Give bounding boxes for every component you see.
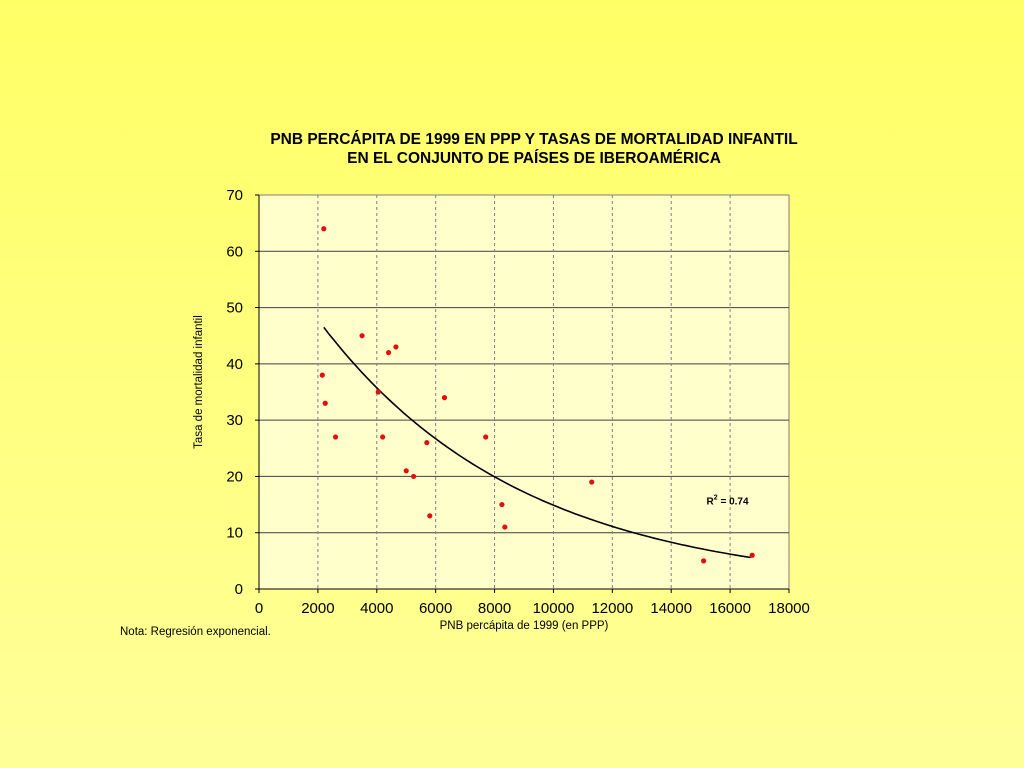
x-tick-label: 10000 [533, 600, 575, 617]
r-squared-value: = 0.74 [718, 497, 749, 508]
data-point [319, 372, 325, 378]
data-point [380, 434, 386, 440]
data-point [375, 389, 381, 395]
y-tick-label: 20 [226, 468, 243, 485]
grid-lines [258, 195, 789, 590]
y-tick-label: 0 [235, 581, 243, 598]
x-tick-label: 14000 [650, 600, 692, 617]
data-point [322, 400, 328, 406]
data-point [701, 558, 707, 564]
x-tick-label: 6000 [419, 600, 452, 617]
r-squared-base: R [707, 497, 715, 508]
data-point [502, 524, 508, 530]
data-point [424, 440, 430, 446]
data-point [427, 513, 433, 519]
data-point [321, 226, 327, 232]
regression-note: Nota: Regresión exponencial. [120, 626, 271, 638]
plot-area [258, 194, 790, 590]
data-point [589, 479, 595, 485]
chart-title-line-1: PNB PERCÁPITA DE 1999 EN PPP Y TASAS DE … [270, 131, 798, 148]
x-axis-ticks: 0 2000 4000 6000 8000 10000 12000 14000 16000 180… [255, 589, 810, 617]
chart-title: PNB PERCÁPITA DE 1999 EN PPP Y TASAS DE … [200, 130, 868, 168]
data-point [410, 473, 417, 480]
data-point [441, 395, 448, 401]
y-tick-label: 60 [226, 243, 243, 260]
chart-title-line-2: EN EL CONJUNTO DE PAÍSES DE IBEROAMÉRICA [347, 150, 721, 167]
data-point [332, 434, 339, 440]
x-tick-label: 18000 [768, 600, 810, 617]
y-tick-label: 30 [226, 412, 243, 429]
x-tick-label: 4000 [360, 600, 393, 617]
x-tick-label: 0 [255, 600, 263, 617]
y-tick-label: 70 [226, 187, 243, 204]
data-point [499, 501, 505, 508]
data-point [359, 333, 365, 339]
x-axis-label: PNB percápita de 1999 (en PPP) [440, 620, 609, 632]
x-tick-label: 8000 [478, 600, 511, 617]
r-squared-annotation: R2 = 0.74 [707, 495, 749, 508]
y-axis-label: Tasa de mortalidad infantil [193, 315, 205, 449]
y-tick-label: 50 [226, 300, 243, 317]
x-tick-label: 2000 [301, 600, 334, 617]
data-point [749, 552, 755, 558]
data-point [385, 350, 392, 356]
y-tick-label: 40 [226, 356, 243, 373]
data-points [319, 226, 755, 564]
data-point [403, 468, 409, 474]
trendline [323, 326, 751, 559]
data-point [393, 344, 399, 350]
r-squared-superscript: 2 [714, 495, 718, 502]
x-tick-label: 12000 [591, 600, 633, 617]
y-tick-label: 10 [226, 525, 243, 542]
y-axis-ticks: 0 10 20 30 40 50 60 70 [226, 187, 259, 598]
data-point [483, 434, 489, 440]
x-tick-label: 16000 [709, 600, 751, 617]
